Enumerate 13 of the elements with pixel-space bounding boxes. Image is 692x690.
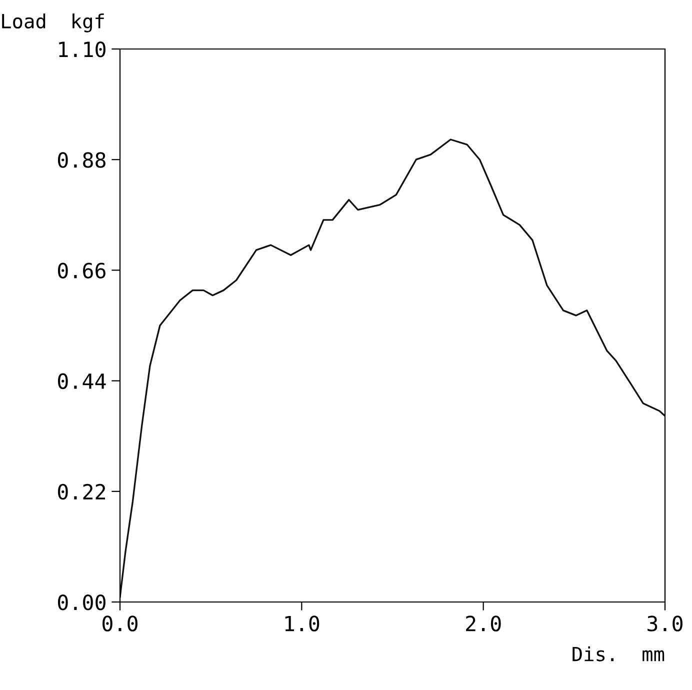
x-tick-label: 0.0 xyxy=(102,616,138,632)
y-tick-label: 0.00 xyxy=(58,594,106,610)
y-tick-label: 1.10 xyxy=(59,42,106,58)
x-tick-label: 3.0 xyxy=(648,616,682,632)
y-tick-label: 0.66 xyxy=(58,262,106,278)
y-axis-title: Load kgf xyxy=(2,13,104,32)
x-tick-label: 2.0 xyxy=(466,616,501,632)
x-tick-label: 1.0 xyxy=(285,616,320,632)
y-tick-label: 0.22 xyxy=(58,484,106,500)
y-tick-label: 0.88 xyxy=(58,152,106,168)
y-tick-label: 0.44 xyxy=(58,373,106,390)
x-axis-title: Dis. mm xyxy=(572,646,664,662)
line-series xyxy=(120,138,665,598)
